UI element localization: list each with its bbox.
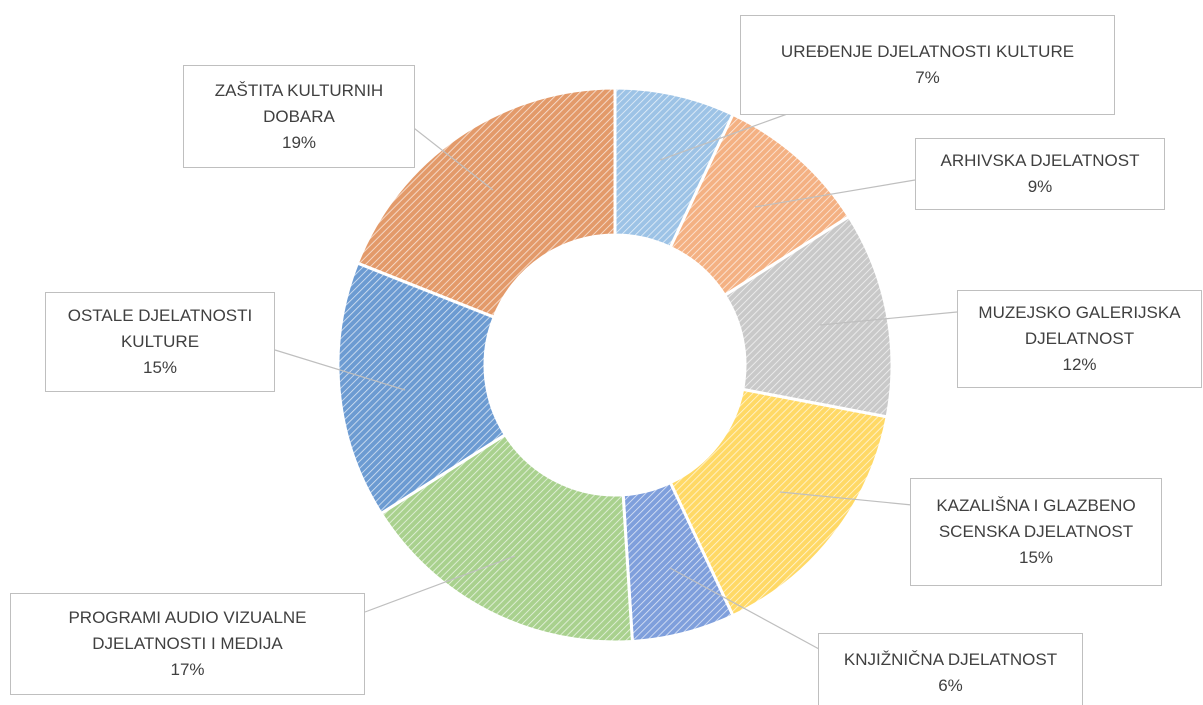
- value-label: 15%: [142, 358, 178, 377]
- leader-line: [754, 179, 916, 208]
- leader-line: [274, 349, 406, 391]
- leader-line: [364, 555, 516, 613]
- slice: [722, 214, 894, 419]
- category-label: KNJIŽNIČNA DJELATNOST: [843, 650, 1058, 669]
- leader-line: [819, 311, 958, 326]
- slice: [355, 86, 617, 320]
- data-label: OSTALE DJELATNOSTI KULTURE 15%: [45, 292, 275, 392]
- category-label: ARHIVSKA DJELATNOST: [940, 151, 1140, 170]
- data-label: KAZALIŠNA I GLAZBENO SCENSKA DJELATNOST 1…: [910, 478, 1162, 586]
- value-label: 9%: [1027, 177, 1053, 196]
- leader-line: [409, 124, 494, 191]
- category-label: OSTALE DJELATNOSTI KULTURE: [67, 306, 253, 351]
- data-label: PROGRAMI AUDIO VIZUALNE DJELATNOSTI I ME…: [10, 593, 365, 695]
- value-label: 19%: [281, 132, 317, 152]
- category-label: ZAŠTITA KULTURNIH DOBARA: [214, 80, 384, 126]
- category-label: UREĐENJE DJELATNOSTI KULTURE: [780, 42, 1075, 61]
- data-label: UREĐENJE DJELATNOSTI KULTURE 7%: [740, 15, 1115, 115]
- leader-line: [669, 567, 831, 656]
- leader-line: [659, 112, 791, 161]
- value-label: 12%: [1062, 355, 1097, 374]
- data-label: MUZEJSKO GALERIJSKA DJELATNOST 12%: [957, 290, 1202, 388]
- category-label: MUZEJSKO GALERIJSKA DJELATNOST: [978, 303, 1181, 348]
- data-label: KNJIŽNIČNA DJELATNOST 6%: [818, 633, 1083, 705]
- data-label: ARHIVSKA DJELATNOST 9%: [915, 138, 1165, 210]
- category-label: KAZALIŠNA I GLAZBENO SCENSKA DJELATNOST: [936, 496, 1136, 541]
- slice: [379, 432, 634, 644]
- value-label: 7%: [915, 68, 940, 87]
- slice: [336, 261, 508, 516]
- value-label: 15%: [1018, 548, 1054, 567]
- data-label: ZAŠTITA KULTURNIH DOBARA 19%: [183, 65, 415, 168]
- value-label: 17%: [170, 660, 205, 679]
- leader-line: [779, 491, 913, 506]
- value-label: 6%: [938, 676, 963, 695]
- category-label: PROGRAMI AUDIO VIZUALNE DJELATNOSTI I ME…: [68, 608, 307, 653]
